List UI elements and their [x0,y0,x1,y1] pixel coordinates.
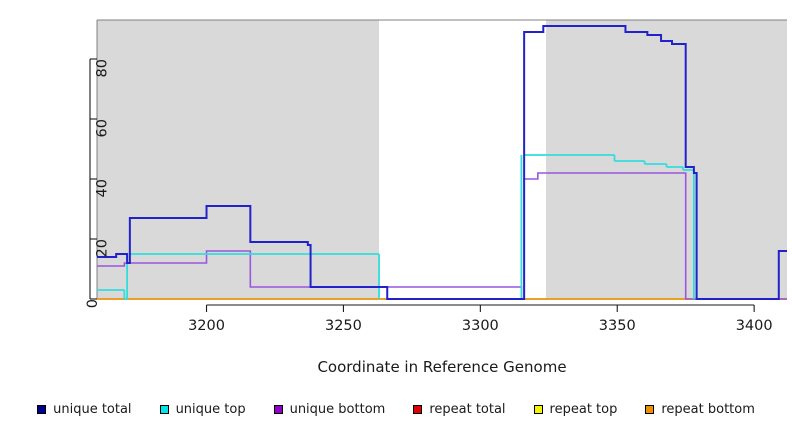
legend-item-unique-total: unique total [37,401,132,417]
legend-item-unique-top: unique top [159,401,246,417]
legend-swatch-icon-unique-bottom [273,404,283,414]
shaded-regions-layer [97,20,787,299]
legend-label: repeat total [429,401,506,417]
legend-label: unique total [53,401,132,417]
legend-item-repeat-total: repeat total [413,401,506,417]
legend-swatch-icon-repeat-bottom [645,404,655,414]
legend-item-repeat-bottom: repeat bottom [645,402,755,417]
x-tick-label-3400: 3400 [735,318,773,334]
legend-swatch-icon-unique-top [159,404,169,414]
legend-swatch-icon-repeat-top [533,404,543,414]
legend-label: repeat bottom [661,401,755,417]
series-unique-total [97,25,787,300]
legend-label: unique bottom [289,401,386,417]
y-tick-label-80: 80 [94,59,111,78]
x-tick-label-3350: 3350 [598,318,636,334]
axis-ticks-layer [89,58,755,312]
data-series-layer [97,25,787,300]
y-tick-label-40: 40 [94,179,111,198]
legend-item-unique-bottom: unique bottom [273,401,386,417]
y-tick-label-20: 20 [94,239,111,258]
y-tick-label-60: 60 [94,119,111,138]
legend-label: repeat top [549,401,618,417]
x-axis-label: Coordinate in Reference Genome [317,358,567,376]
legend-swatch-icon-repeat-total [413,404,423,414]
legend-swatch-icon-unique-total [37,404,47,414]
chart-legend: unique total unique top unique bottom repea… [0,398,792,420]
legend-label: unique top [175,401,246,417]
y-tick-label-0: 0 [85,299,102,309]
plot-frame-layer [96,19,787,299]
shaded-region-0 [97,20,380,299]
x-tick-label-3200: 3200 [188,318,225,334]
x-tick-label-3250: 3250 [324,318,362,334]
shaded-region-1 [546,20,787,299]
x-tick-label-3300: 3300 [461,318,499,334]
legend-item-repeat-top: repeat top [533,401,618,417]
